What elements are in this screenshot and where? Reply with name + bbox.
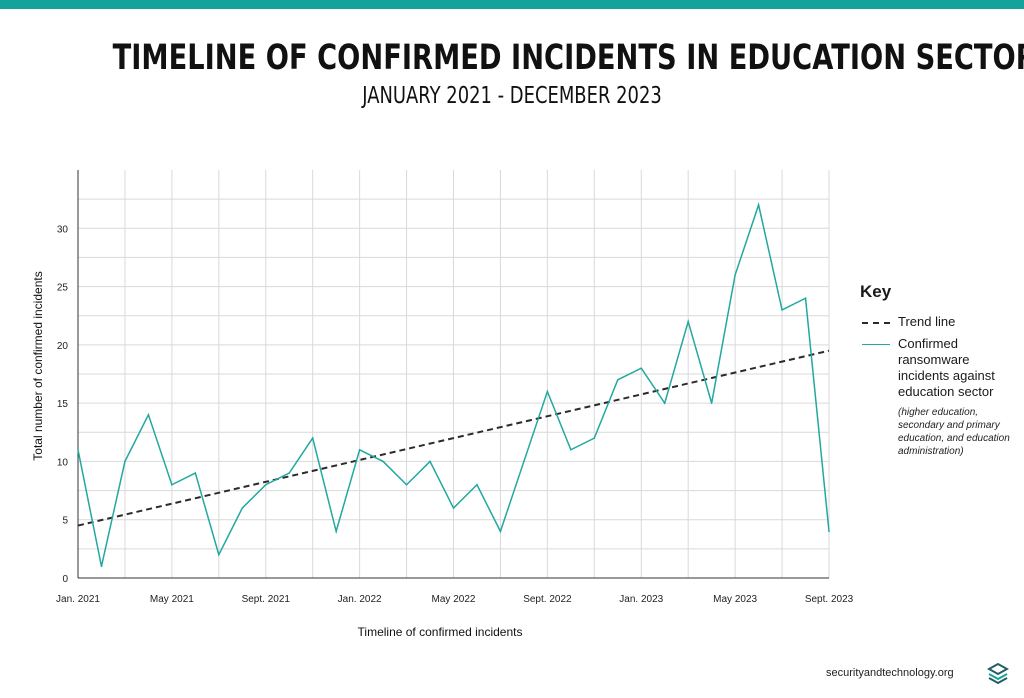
data-point xyxy=(452,507,455,509)
legend-note: (higher education, secondary and primary… xyxy=(898,407,1010,457)
top-accent-bar xyxy=(0,0,1024,9)
data-point xyxy=(546,390,549,393)
data-point xyxy=(781,309,783,311)
x-tick-label: May 2021 xyxy=(150,594,194,605)
data-point xyxy=(616,379,619,381)
x-tick-label: May 2022 xyxy=(432,594,476,605)
x-tick-label: May 2023 xyxy=(713,594,757,605)
x-tick-label: Sept. 2022 xyxy=(523,594,572,605)
data-point xyxy=(476,483,478,486)
x-axis-title: Timeline of confirmed incidents xyxy=(358,625,523,639)
legend-incidents-label: Confirmed ransomware incidents against e… xyxy=(898,336,995,399)
data-point xyxy=(335,530,337,533)
data-point xyxy=(194,472,197,474)
data-point xyxy=(710,402,713,404)
x-tick-label: Jan. 2022 xyxy=(338,594,382,605)
data-point xyxy=(499,530,502,533)
y-tick-label: 15 xyxy=(57,399,69,410)
legend-item-trend: Trend line xyxy=(860,314,1020,330)
data-point xyxy=(124,460,126,463)
data-point xyxy=(382,460,384,463)
data-point xyxy=(687,320,689,323)
data-point xyxy=(593,437,596,439)
y-tick-label: 20 xyxy=(57,341,69,352)
y-tick-label: 25 xyxy=(57,283,69,294)
legend-item-incidents: Confirmed ransomware incidents against e… xyxy=(860,336,1020,400)
x-tick-label: Sept. 2023 xyxy=(805,594,854,605)
data-point xyxy=(405,483,408,486)
solid-line-swatch-icon xyxy=(862,344,890,345)
dashed-line-swatch-icon xyxy=(862,322,890,324)
data-point xyxy=(429,460,431,463)
data-point xyxy=(828,530,830,533)
data-point xyxy=(570,448,572,451)
legend-trend-label: Trend line xyxy=(898,314,956,329)
data-point xyxy=(288,472,291,474)
y-tick-label: 0 xyxy=(62,574,68,585)
data-point xyxy=(757,204,760,206)
y-tick-label: 30 xyxy=(57,224,69,235)
legend-title: Key xyxy=(860,282,892,301)
x-tick-label: Jan. 2023 xyxy=(619,594,663,605)
data-point xyxy=(663,402,666,404)
data-point xyxy=(241,507,244,509)
data-point xyxy=(218,553,220,556)
data-point xyxy=(311,437,314,439)
page-subtitle: JANUARY 2021 - DECEMBER 2023 xyxy=(362,83,662,109)
data-point xyxy=(804,297,807,300)
data-point xyxy=(147,414,150,416)
page-title: TIMELINE OF CONFIRMED INCIDENTS IN EDUCA… xyxy=(112,38,1024,78)
data-point xyxy=(77,448,79,451)
trend-line xyxy=(77,349,830,527)
y-axis-title: Total number of confirmed incidents xyxy=(31,271,45,460)
data-point xyxy=(640,367,643,369)
data-point xyxy=(100,565,103,568)
x-tick-label: Sept. 2021 xyxy=(242,594,291,605)
x-tick-label: Jan. 2021 xyxy=(56,594,100,605)
y-tick-label: 5 xyxy=(62,516,68,527)
data-point xyxy=(358,448,361,451)
data-point xyxy=(171,483,173,486)
footer-site-link[interactable]: securityandtechnology.org xyxy=(826,667,954,679)
stacked-chevrons-logo-icon xyxy=(987,662,1009,684)
chart-legend: Key Trend line Confirmed ransomware inci… xyxy=(860,282,1020,458)
data-point xyxy=(523,460,525,463)
y-tick-label: 10 xyxy=(57,457,69,468)
data-point xyxy=(734,274,736,276)
data-point xyxy=(264,483,267,486)
